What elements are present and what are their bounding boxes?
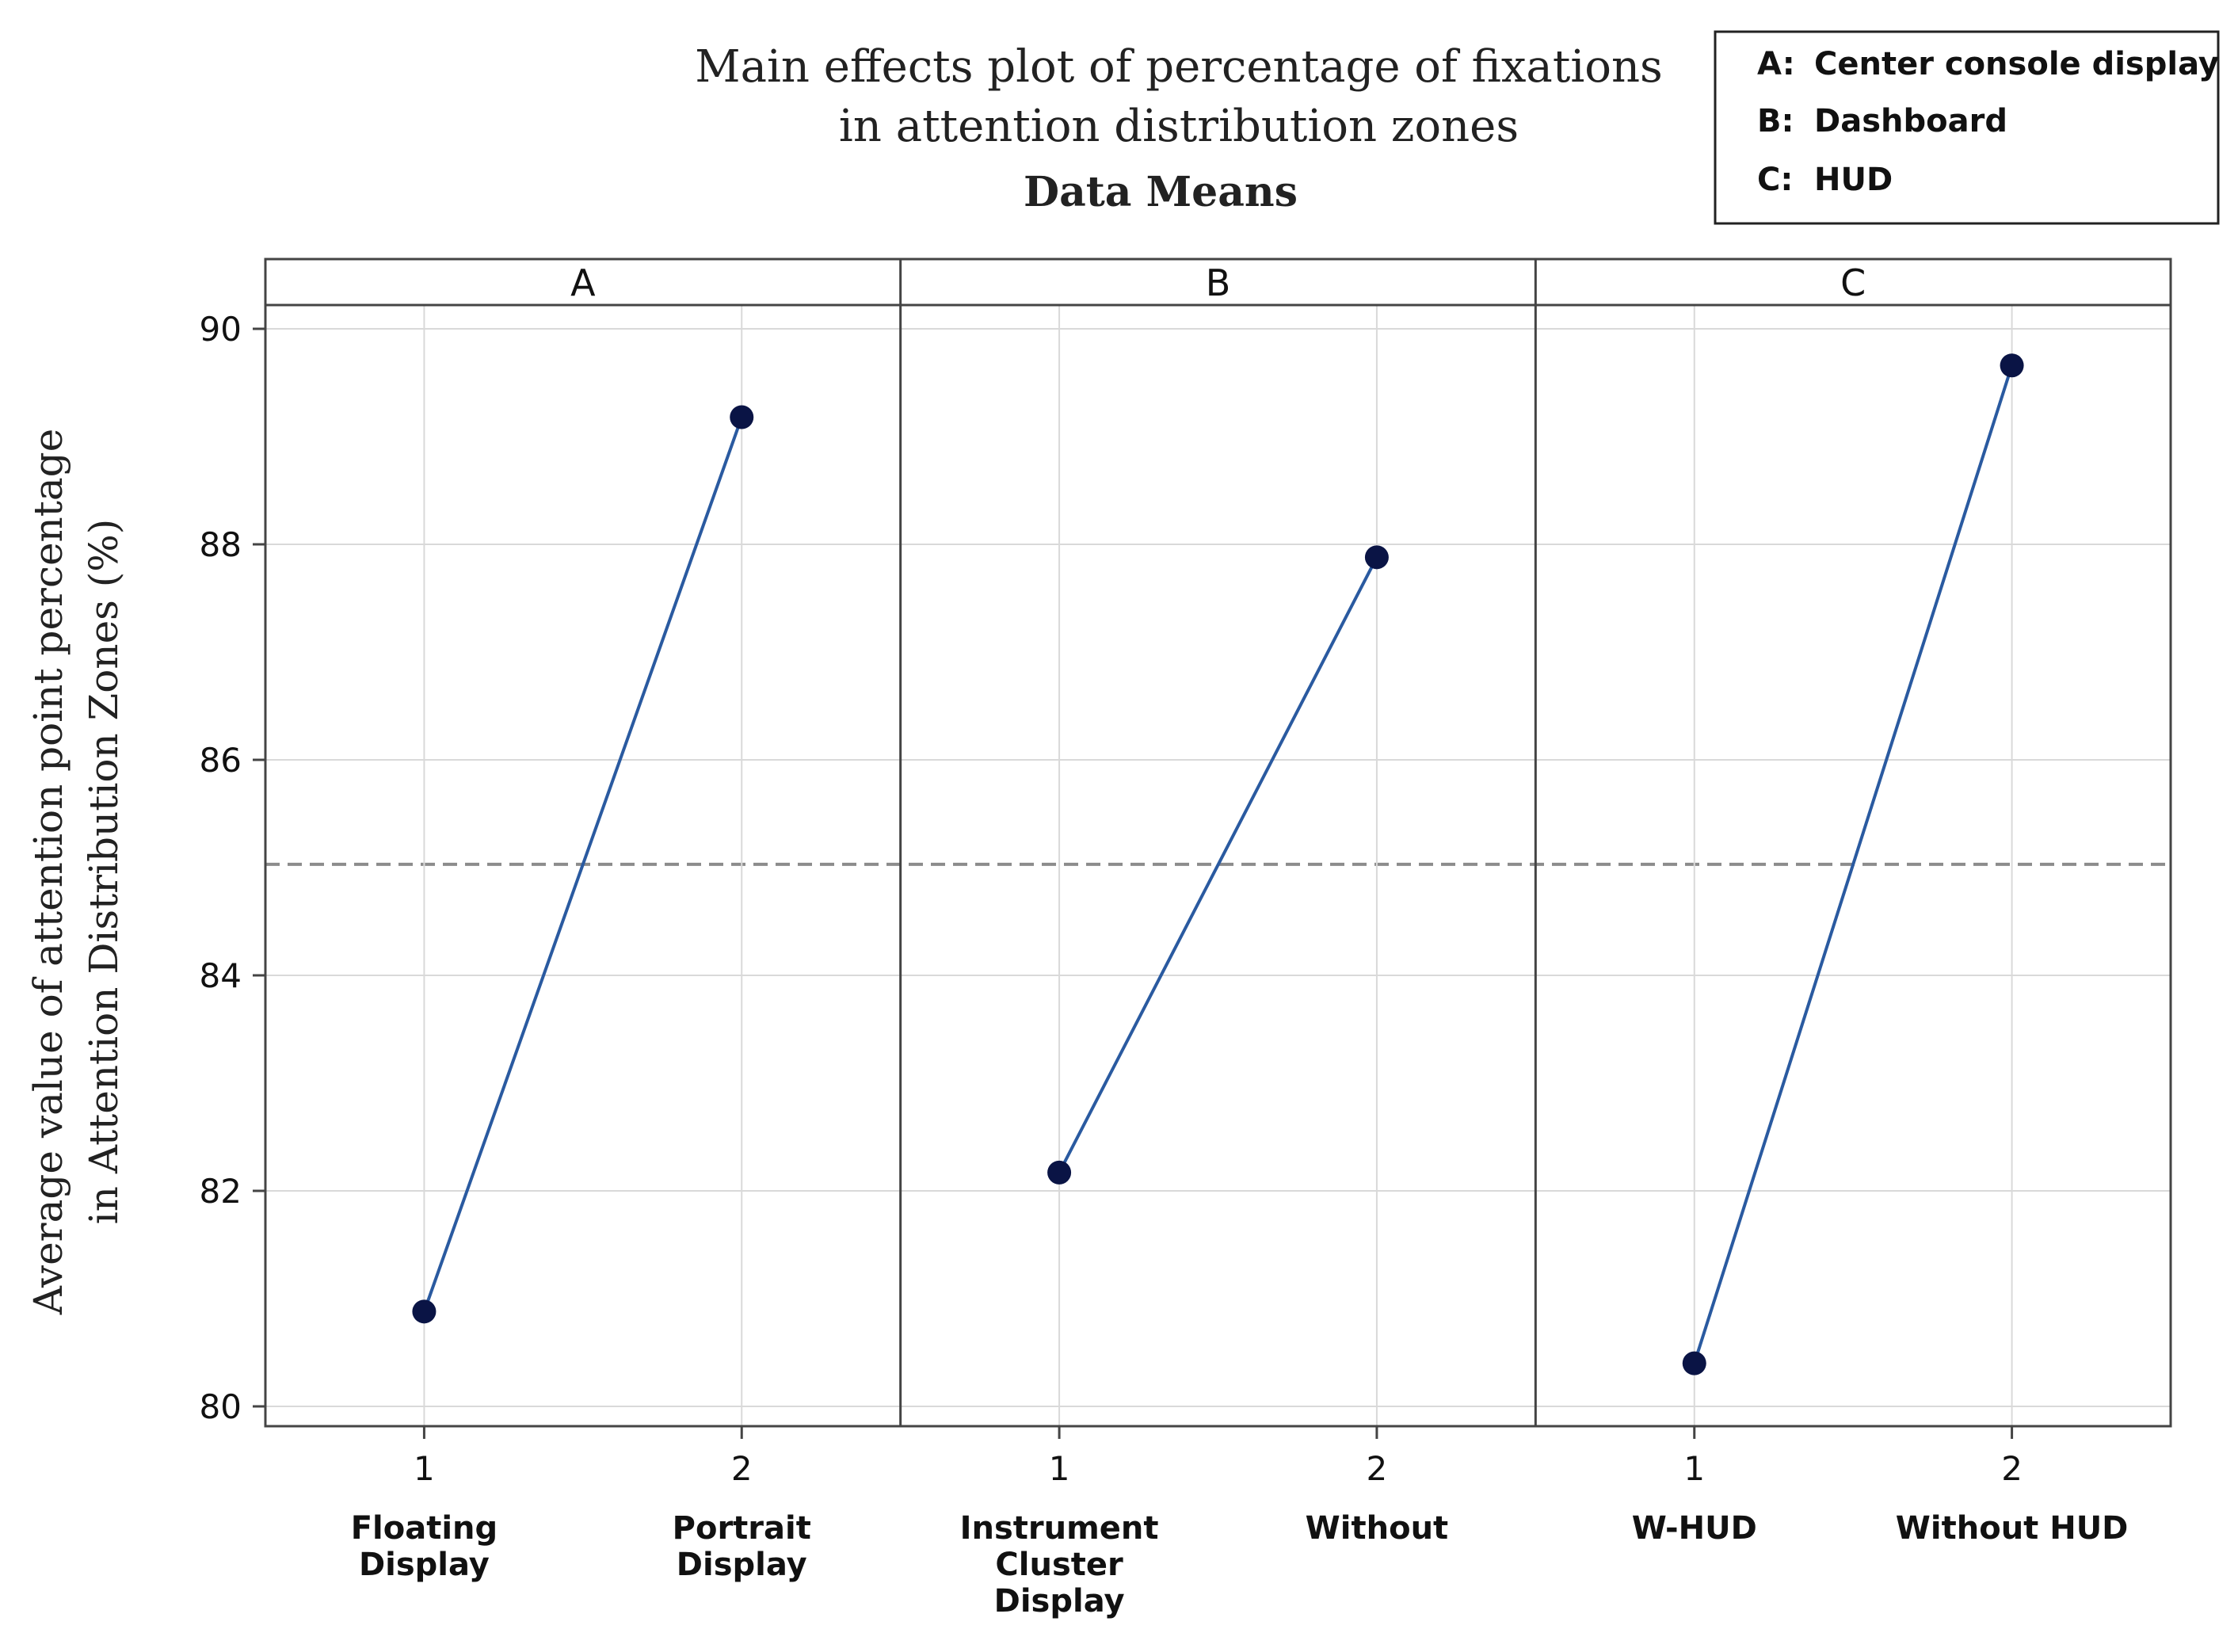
data-point-b-1 — [1047, 1160, 1072, 1185]
data-point-a-1 — [412, 1299, 437, 1324]
legend-text-c: HUD — [1814, 162, 1893, 198]
y-axis-ticks: 80 82 84 86 88 90 — [200, 310, 265, 1426]
x-tick-label-c-1: 1 — [1683, 1449, 1705, 1488]
panel-c: C 1 W-HUD 2 Without HUD — [1632, 261, 2129, 1547]
plot-outer-frame — [264, 258, 2172, 1428]
x-tick-label-a-1: 1 — [414, 1449, 435, 1488]
effect-line-a — [422, 416, 744, 1312]
effect-line-c — [1692, 364, 2014, 1364]
chart-title-line2: in attention distribution zones — [839, 101, 1519, 152]
panel-header-a: A — [570, 261, 596, 304]
chart-title-group: Main effects plot of percentage of fixat… — [695, 41, 1663, 216]
panel-header-c: C — [1840, 261, 1866, 304]
x-tick-label-c-2: 2 — [2001, 1449, 2023, 1488]
gridlines — [265, 328, 2171, 1407]
data-point-b-2 — [1364, 545, 1389, 570]
y-tick-label-84: 84 — [200, 956, 242, 995]
y-axis-label-line1: Average value of attention point percent… — [25, 429, 71, 1316]
panels: A1FloatingDisplay2PortraitDisplayB1Instr… — [351, 261, 2129, 1620]
panel-header-b: B — [1206, 261, 1231, 304]
y-tick-label-82: 82 — [200, 1172, 242, 1211]
legend-entry-c: C: HUD — [1757, 162, 1893, 198]
data-point-a-2 — [730, 405, 754, 429]
x-tick-label-b-2: 2 — [1367, 1449, 1388, 1488]
data-point-c-2 — [2000, 353, 2024, 378]
level-label-a-1-line-2: Display — [359, 1547, 490, 1583]
data-point-c-1 — [1682, 1351, 1706, 1375]
level-label-c-1-line-1: W-HUD — [1632, 1510, 1757, 1547]
effect-line-b — [1058, 556, 1378, 1173]
legend-entry-a: A: Center console display — [1757, 46, 2219, 82]
y-tick-label-80: 80 — [200, 1387, 242, 1426]
y-axis-label-group: Average value of attention point percent… — [25, 429, 127, 1316]
y-tick-label-90: 90 — [200, 310, 242, 349]
x-tick-label-b-1: 1 — [1049, 1449, 1070, 1488]
y-axis-label-line2: in Attention Distribution Zones (%) — [81, 519, 127, 1225]
level-label-b-1-line-1: Instrument — [960, 1510, 1159, 1547]
legend-frame — [1714, 30, 2220, 225]
x-tick-label-a-2: 2 — [731, 1449, 753, 1488]
level-label-b-2-line-1: Without — [1306, 1510, 1449, 1547]
y-tick-label-86: 86 — [200, 741, 242, 780]
legend-key-c: C: — [1757, 162, 1793, 198]
level-label-c-2-line-1: Without HUD — [1896, 1510, 2129, 1547]
level-label-a-2-line-2: Display — [677, 1547, 807, 1583]
level-label-b-1-line-2: Cluster — [995, 1547, 1123, 1583]
legend-text-a: Center console display — [1814, 46, 2219, 82]
legend-entry-b: B: Dashboard — [1757, 103, 2007, 139]
level-label-a-1-line-1: Floating — [351, 1510, 498, 1547]
legend-key-a: A: — [1757, 46, 1795, 82]
level-label-a-2-line-1: Portrait — [673, 1510, 811, 1547]
y-tick-label-88: 88 — [200, 525, 242, 564]
legend-box: A: Center console display B: Dashboard C… — [1714, 30, 2220, 225]
chart-subtitle: Data Means — [1024, 168, 1298, 216]
legend-key-b: B: — [1757, 103, 1794, 139]
level-label-b-1-line-3: Display — [994, 1583, 1125, 1620]
plot-frame — [264, 258, 2172, 1428]
chart-title-line1: Main effects plot of percentage of fixat… — [695, 41, 1663, 93]
legend-text-b: Dashboard — [1814, 103, 2007, 139]
